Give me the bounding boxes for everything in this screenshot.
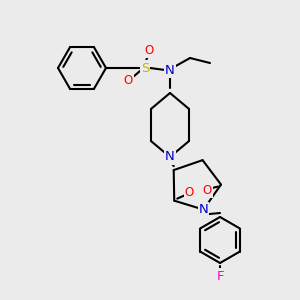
Text: N: N xyxy=(199,203,208,216)
Text: S: S xyxy=(141,61,149,74)
Text: O: O xyxy=(123,74,133,86)
Text: O: O xyxy=(144,44,154,58)
Text: O: O xyxy=(184,186,194,199)
Text: F: F xyxy=(216,269,224,283)
Text: N: N xyxy=(165,64,175,76)
Text: N: N xyxy=(165,151,175,164)
Text: O: O xyxy=(202,184,211,197)
